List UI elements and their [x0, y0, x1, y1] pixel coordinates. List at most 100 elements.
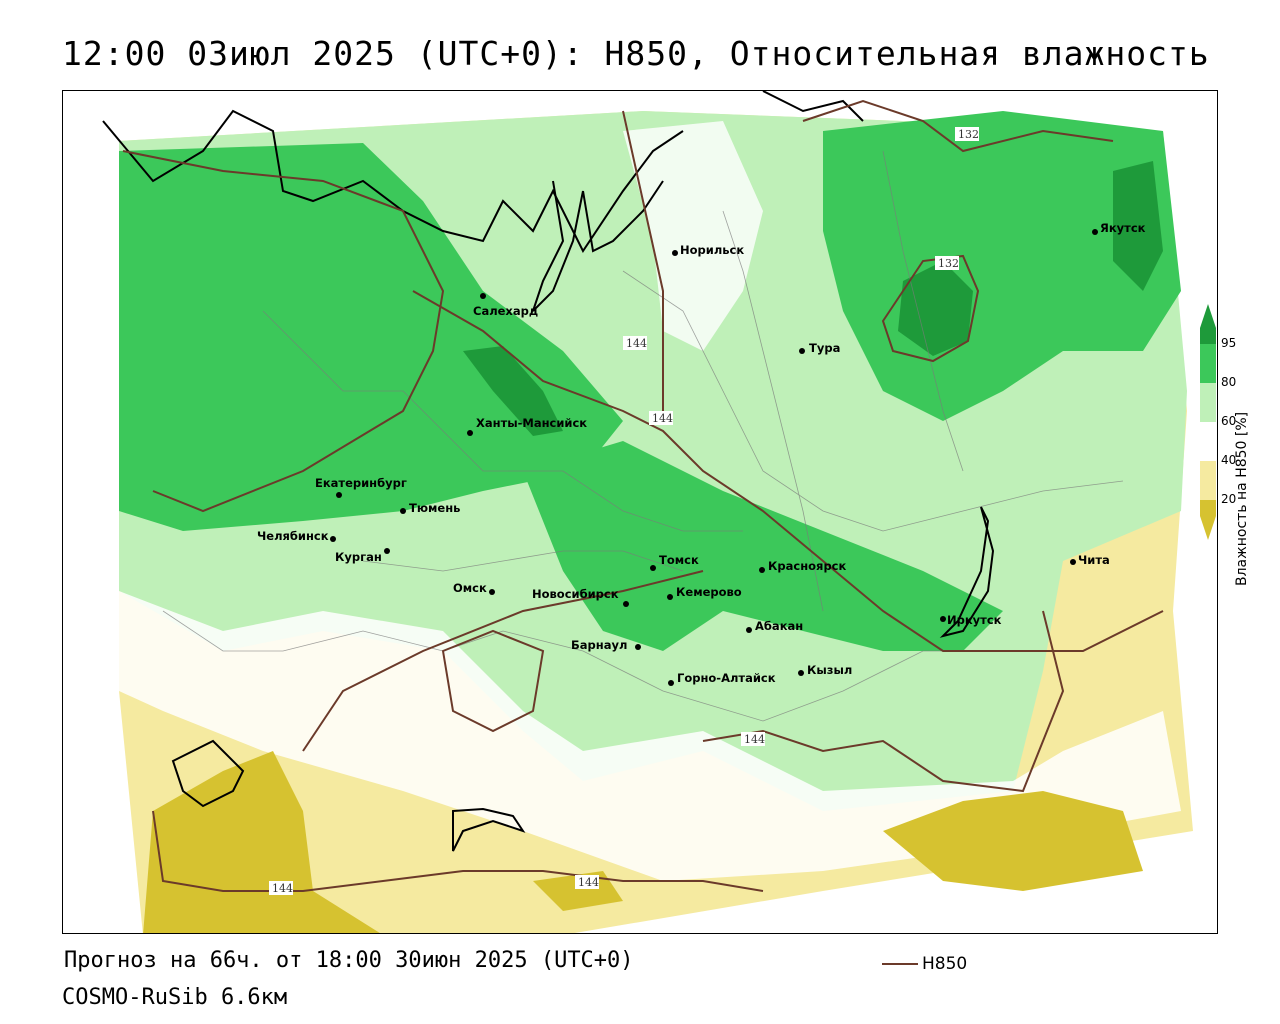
svg-text:144: 144: [578, 876, 599, 889]
svg-text:Омск: Омск: [453, 581, 487, 595]
colorbar-below-20: [1200, 500, 1216, 540]
humidity-40-60-patch: [623, 121, 763, 351]
coastline-arctic: [102, 109, 684, 253]
svg-text:Томск: Томск: [659, 553, 699, 567]
isoline-label: 144: [649, 411, 673, 425]
colorbar-40-60: [1200, 422, 1216, 461]
map-title: 12:00 03июл 2025 (UTC+0): H850, Относите…: [62, 34, 1210, 73]
forecast-info: Прогноз на 66ч. от 18:00 30июн 2025 (UTC…: [64, 948, 634, 973]
svg-text:Курган: Курган: [335, 550, 382, 564]
svg-text:Иркутск: Иркутск: [947, 613, 1002, 627]
border-line: [882, 150, 964, 472]
city-marker: Новосибирск: [532, 587, 629, 607]
colorbar-20-40: [1200, 461, 1216, 500]
isoline-144-bottom: [152, 810, 764, 892]
svg-text:144: 144: [744, 733, 765, 746]
svg-text:144: 144: [626, 337, 647, 350]
humidity-80-95-area-central: [523, 441, 1003, 651]
isoline-144-main: [412, 290, 1164, 652]
coastline-yamal: [532, 180, 584, 312]
isoline-label: 144: [575, 875, 599, 889]
border-line: [362, 550, 684, 572]
city-marker: Абакан: [746, 619, 803, 633]
svg-text:Чита: Чита: [1078, 553, 1110, 567]
isoline-144-south: [302, 570, 704, 752]
coastline-gydan: [582, 180, 664, 253]
svg-text:132: 132: [958, 128, 979, 141]
lake-baikal: [939, 506, 995, 638]
colorbar-tick: 95: [1221, 336, 1237, 350]
humidity-80-95-area-east: [823, 111, 1181, 421]
svg-text:Екатеринбург: Екатеринбург: [315, 476, 407, 490]
svg-text:Кызыл: Кызыл: [807, 663, 852, 677]
city-marker: Омск: [453, 581, 495, 595]
humidity-colorbar: [1200, 304, 1216, 540]
svg-text:Норильск: Норильск: [680, 243, 744, 257]
city-marker: Норильск: [672, 243, 744, 257]
humidity-below-20-south: [533, 871, 623, 911]
city-marker: Красноярск: [759, 559, 846, 573]
isoline-label: 144: [741, 732, 765, 746]
isoline-144-west: [122, 150, 445, 513]
humidity-below-20-southeast: [883, 791, 1143, 891]
border-line: [722, 210, 824, 612]
colorbar-60-80: [1200, 383, 1216, 422]
humidity-above-95-core: [898, 261, 973, 356]
humidity-40-60-area: [119, 591, 1181, 881]
city-marker: Салехард: [473, 293, 538, 318]
isoline-label: 144: [623, 336, 647, 350]
city-marker: Тюмень: [400, 501, 460, 515]
colorbar-title: Влажность на H850 [%]: [1234, 411, 1250, 586]
city-marker: Кемерово: [667, 585, 742, 600]
caspian-aral: [171, 739, 245, 808]
city-marker: Курган: [335, 548, 390, 564]
legend-isoline-label: H850: [922, 954, 968, 974]
svg-text:Тура: Тура: [809, 341, 840, 355]
svg-text:Ханты-Мансийск: Ханты-Мансийск: [476, 416, 587, 430]
city-marker: Ханты-Мансийск: [467, 416, 587, 436]
city-marker: Чита: [1070, 553, 1110, 567]
colorbar-tick: 20: [1221, 492, 1237, 506]
model-name: COSMO-RuSib 6.6км: [62, 985, 288, 1010]
isoline-132-north: [802, 99, 1114, 153]
border-line: [262, 310, 743, 532]
map-canvas: 132 132 144 144 144 144 144 Норильск Яку…: [102, 91, 1193, 933]
svg-text:Тюмень: Тюмень: [409, 501, 460, 515]
colorbar-tick: 80: [1221, 375, 1237, 389]
city-marker: Томск: [650, 553, 699, 571]
legend-isoline-swatch: [882, 963, 918, 965]
svg-text:Кемерово: Кемерово: [676, 585, 742, 599]
svg-text:144: 144: [272, 882, 293, 895]
svg-text:Красноярск: Красноярск: [768, 559, 846, 573]
city-marker: Якутск: [1092, 221, 1146, 235]
svg-text:Барнаул: Барнаул: [571, 638, 627, 652]
colorbar-tick: 40: [1221, 453, 1237, 467]
isoline-label: 132: [955, 127, 979, 141]
city-marker: Кызыл: [798, 663, 852, 677]
city-marker: Тура: [799, 341, 840, 355]
svg-text:Челябинск: Челябинск: [257, 529, 329, 543]
humidity-map: 132 132 144 144 144 144 144 Норильск Яку…: [62, 90, 1218, 934]
city-marker: Иркутск: [940, 613, 1002, 627]
isoline-label: 132: [935, 256, 959, 270]
colorbar-80-95: [1200, 344, 1216, 383]
svg-text:Новосибирск: Новосибирск: [532, 587, 619, 601]
coastlines: [102, 91, 995, 852]
humidity-80-95-area-west: [119, 143, 623, 531]
svg-text:132: 132: [938, 257, 959, 270]
svg-text:Абакан: Абакан: [755, 619, 803, 633]
coastline-taimyr: [762, 91, 864, 122]
humidity-above-95-patch: [1113, 161, 1163, 291]
svg-text:144: 144: [652, 412, 673, 425]
isoline-labels: 132 132 144 144 144 144 144: [269, 127, 979, 895]
svg-text:Якутск: Якутск: [1100, 221, 1146, 235]
svg-text:Салехард: Салехард: [473, 304, 538, 318]
colorbar-above-95: [1200, 304, 1216, 344]
forecast-domain: [119, 111, 1193, 933]
isoline-144-southeast: [702, 610, 1065, 793]
svg-text:Горно-Алтайск: Горно-Алтайск: [677, 671, 776, 685]
lake-balkhash: [452, 807, 526, 852]
city-marker: Екатеринбург: [315, 476, 407, 498]
isoline-132-cyclone: [881, 254, 980, 363]
h850-isolines: [122, 99, 1164, 892]
